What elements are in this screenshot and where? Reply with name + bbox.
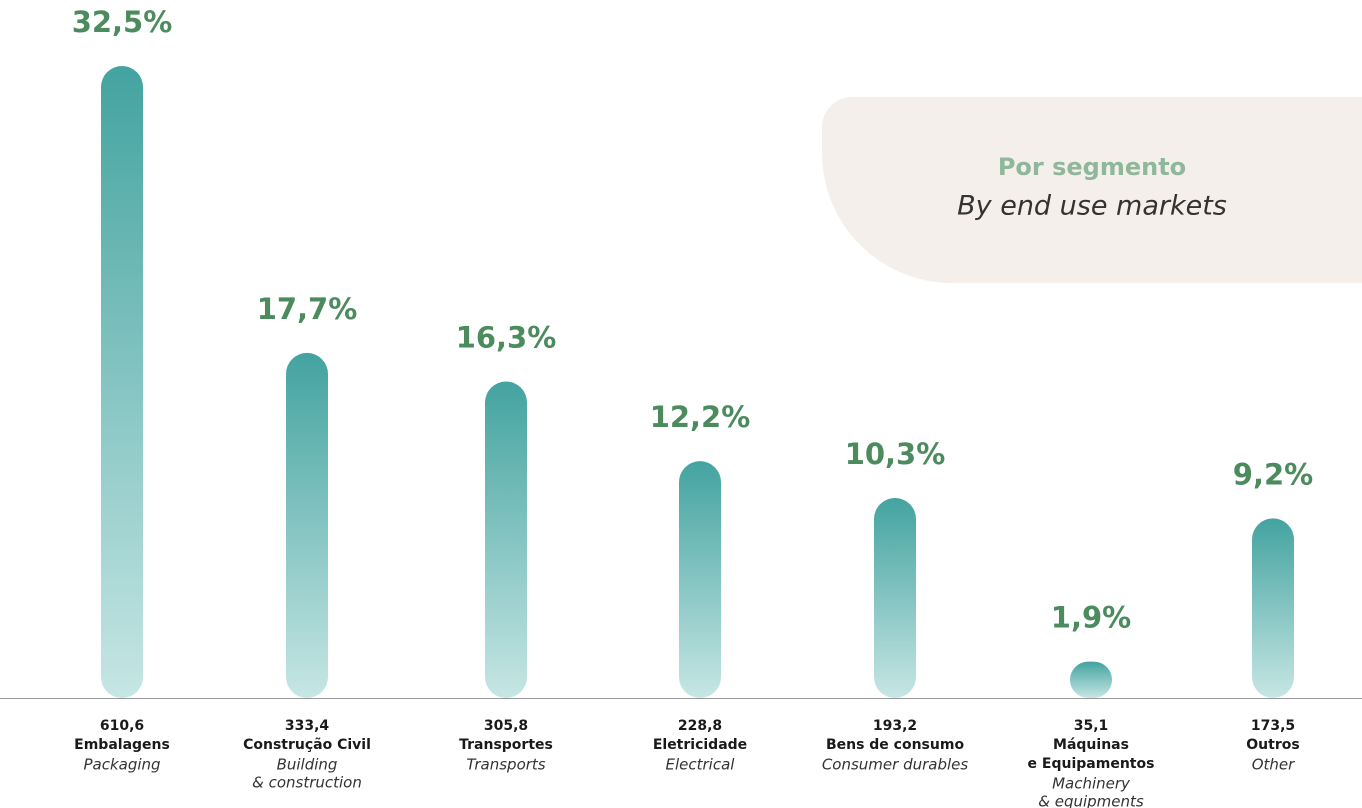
category-label-en: & construction — [252, 774, 362, 792]
category-label: Bens de consumo — [826, 737, 965, 753]
value-label: 305,8 — [484, 718, 528, 734]
category-label: Máquinas — [1053, 737, 1129, 753]
title-box — [822, 97, 1362, 283]
value-label: 333,4 — [285, 718, 330, 734]
chart-subtitle: By end use markets — [957, 191, 1227, 222]
bar — [485, 381, 527, 698]
percentage-label: 1,9% — [1051, 601, 1131, 635]
bar — [679, 461, 721, 698]
percentage-label: 12,2% — [650, 400, 751, 434]
bar — [1252, 518, 1294, 698]
category-label-en: Other — [1252, 756, 1295, 774]
category-label-en: Machinery — [1052, 775, 1131, 793]
percentage-label: 16,3% — [456, 320, 557, 354]
category-label-en: Building — [277, 756, 338, 774]
value-label: 228,8 — [678, 718, 722, 734]
chart-title: Por segmento — [998, 153, 1186, 181]
category-label: Embalagens — [74, 737, 170, 753]
value-label: 610,6 — [100, 718, 144, 734]
bar — [101, 66, 143, 698]
category-label-en: & equipments — [1038, 793, 1144, 808]
bar — [1070, 661, 1112, 698]
category-label-en: Packaging — [83, 756, 160, 774]
bar — [874, 498, 916, 698]
category-label-en: Transports — [466, 756, 545, 774]
percentage-label: 10,3% — [845, 437, 946, 471]
percentage-label: 32,5% — [72, 5, 173, 39]
category-label: e Equipamentos — [1028, 756, 1155, 772]
category-label: Eletricidade — [653, 737, 747, 753]
category-label-en: Consumer durables — [822, 756, 969, 774]
bar — [286, 352, 328, 698]
value-label: 193,2 — [873, 718, 917, 734]
category-label: Transportes — [459, 737, 553, 753]
percentage-label: 17,7% — [257, 292, 358, 326]
category-label: Construção Civil — [243, 737, 371, 753]
category-label-en: Electrical — [666, 756, 736, 774]
percentage-label: 9,2% — [1233, 457, 1313, 491]
value-label: 173,5 — [1251, 718, 1295, 734]
category-label: Outros — [1246, 737, 1299, 753]
value-label: 35,1 — [1074, 718, 1109, 734]
